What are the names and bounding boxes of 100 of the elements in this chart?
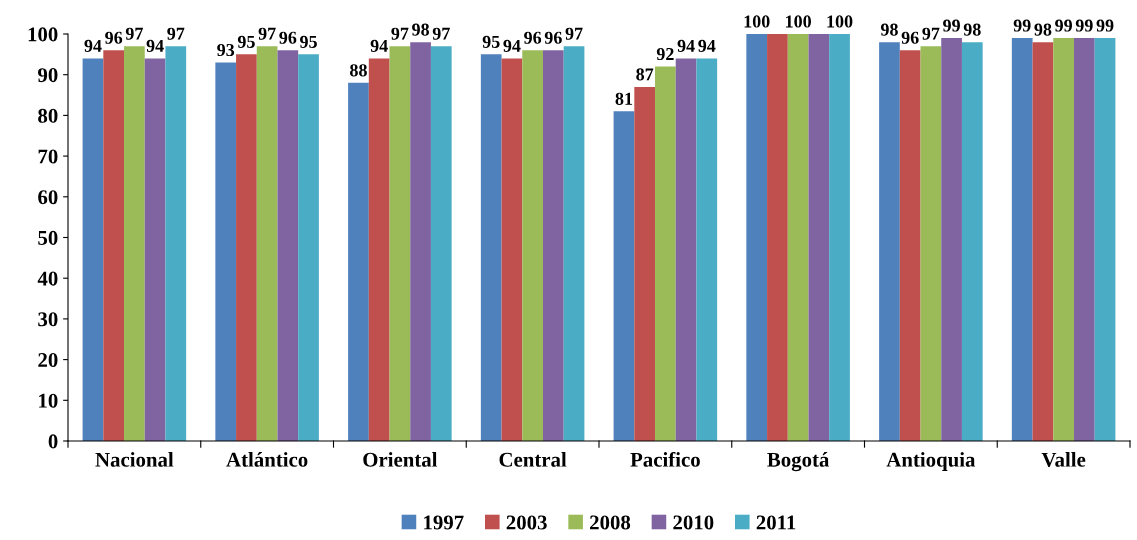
bar	[348, 82, 369, 441]
y-tick-label: 40	[37, 271, 58, 286]
data-label: 88	[350, 64, 367, 77]
x-tick-label: Pacifico	[630, 451, 700, 467]
data-label: 81	[615, 92, 633, 105]
data-label: 87	[636, 68, 654, 81]
bar	[941, 38, 962, 441]
data-label: 98	[412, 23, 430, 36]
legend-label: 1997	[424, 515, 464, 530]
data-label: 99	[1055, 19, 1072, 32]
bar	[389, 46, 411, 441]
data-label: 95	[300, 35, 317, 48]
bar	[430, 46, 452, 441]
bar	[961, 42, 983, 441]
data-label: 99	[1096, 19, 1114, 32]
bar	[1073, 38, 1095, 441]
data-label: 97	[167, 27, 185, 40]
y-tick-label: 50	[38, 230, 58, 245]
x-tick-label: Antioquia	[886, 452, 976, 471]
bar	[634, 86, 656, 441]
data-label: 97	[922, 27, 940, 40]
y-tick-label: 20	[38, 352, 58, 368]
data-label: 97	[125, 27, 143, 40]
bar	[808, 34, 830, 441]
bar	[256, 46, 278, 441]
y-tick-label: 90	[38, 68, 58, 83]
legend-label: 2003	[506, 515, 547, 530]
data-label: 100	[744, 15, 770, 28]
data-label: 96	[544, 31, 562, 44]
bar	[103, 50, 125, 441]
data-label: 100	[786, 15, 811, 28]
bar	[696, 58, 718, 441]
bar	[767, 34, 788, 441]
x-tick-label: Valle	[1041, 452, 1086, 467]
bar	[1032, 42, 1054, 441]
bar	[501, 58, 523, 441]
bar	[879, 42, 900, 441]
data-label: 100	[827, 15, 853, 28]
data-label: 96	[279, 31, 297, 44]
bar	[165, 46, 187, 441]
bar	[655, 66, 676, 441]
x-tick-label: Central	[499, 452, 567, 467]
data-label: 97	[258, 27, 276, 40]
data-label: 95	[482, 35, 500, 48]
bar	[1094, 38, 1116, 441]
data-label: 98	[880, 23, 898, 36]
data-label: 94	[503, 39, 521, 52]
bar	[368, 58, 390, 441]
y-tick-label: 0	[48, 434, 58, 449]
data-label: 97	[432, 27, 450, 40]
bar	[829, 34, 850, 441]
x-tick-label: Oriental	[363, 452, 438, 467]
bar	[920, 46, 942, 441]
bar	[215, 62, 237, 441]
bar	[542, 50, 564, 441]
bar	[787, 34, 809, 441]
legend-label: 2011	[756, 515, 796, 530]
bar	[124, 46, 145, 441]
x-tick-label: Bogotá	[767, 452, 830, 472]
bar	[746, 34, 768, 441]
data-label: 92	[656, 47, 674, 61]
legend-label: 2008	[590, 515, 631, 530]
bar	[899, 50, 921, 441]
data-label: 94	[146, 39, 164, 52]
data-label: 94	[677, 39, 695, 52]
data-label: 99	[943, 19, 960, 32]
data-label: 96	[524, 31, 542, 44]
bar	[82, 58, 104, 441]
data-label: 94	[698, 39, 716, 52]
bar	[410, 42, 431, 441]
y-tick-label: 80	[38, 108, 58, 123]
data-label: 96	[105, 31, 123, 44]
bar	[563, 46, 585, 441]
bar	[144, 58, 166, 441]
data-label: 94	[370, 39, 388, 52]
bar	[480, 54, 502, 441]
bar	[522, 50, 543, 441]
data-label: 98	[963, 23, 981, 36]
y-tick-label: 70	[38, 149, 58, 164]
data-label: 93	[217, 43, 235, 57]
data-label: 99	[1013, 19, 1031, 32]
data-label: 99	[1075, 19, 1093, 32]
bar	[613, 111, 635, 441]
bar	[675, 58, 697, 441]
y-tick-label: 30	[38, 312, 58, 327]
x-tick-label: Nacional	[95, 452, 174, 467]
data-label: 94	[84, 39, 102, 52]
data-label: 98	[1034, 23, 1052, 36]
bar	[1011, 38, 1033, 441]
data-label: 97	[565, 27, 583, 40]
y-tick-label: 10	[39, 393, 58, 408]
bar	[236, 54, 257, 441]
data-label: 95	[237, 35, 255, 48]
bar	[1053, 38, 1074, 441]
y-tick-label: 60	[38, 190, 58, 205]
legend-label: 2010	[673, 515, 714, 530]
bar	[298, 54, 319, 441]
y-tick-label: 100	[28, 27, 58, 42]
x-tick-label: Atlántico	[226, 452, 308, 467]
data-label: 96	[901, 31, 919, 44]
